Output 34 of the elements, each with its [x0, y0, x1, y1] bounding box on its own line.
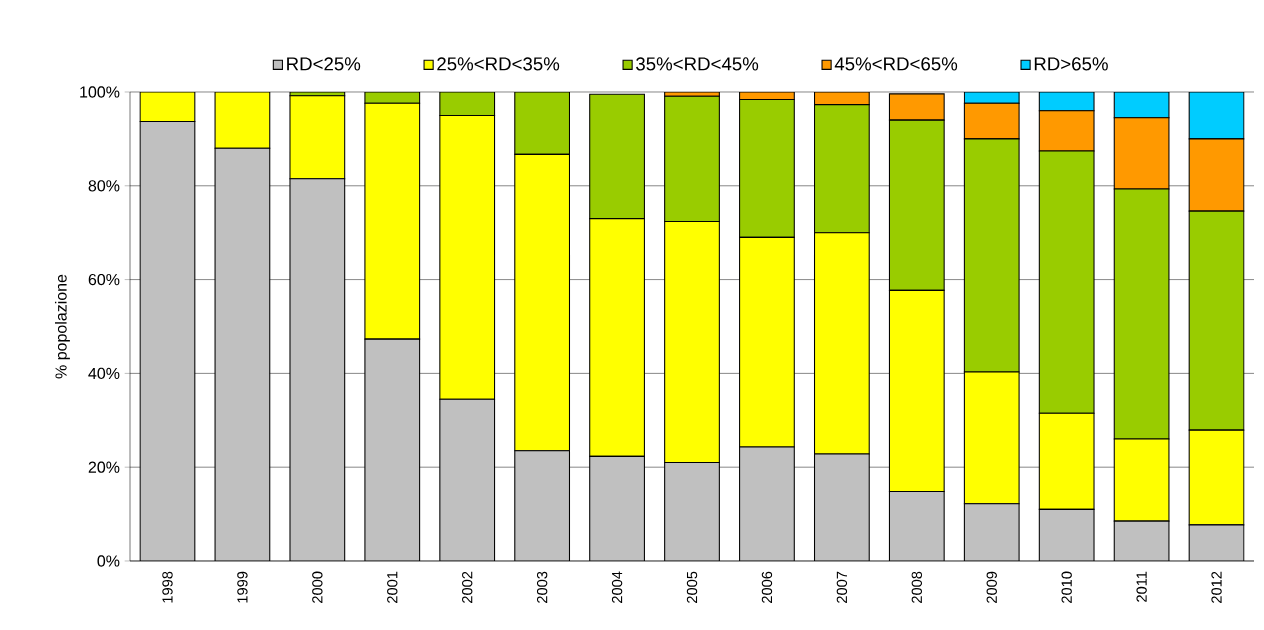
y-tick-label: 40%: [88, 367, 120, 380]
y-tick-label: 100%: [80, 86, 120, 98]
x-tick-label: 2009: [986, 571, 997, 603]
x-tick-label: 2007: [836, 571, 848, 603]
x-tick-label: 2012: [1211, 571, 1222, 603]
y-tick-label: 20%: [88, 461, 120, 473]
x-tick-label: 2004: [611, 571, 623, 603]
legend-label: 35%<RD<45%: [636, 57, 759, 71]
bar: [1038, 110, 1095, 152]
y-axis-title: % popolazione: [54, 274, 70, 379]
y-tick-label: 80%: [88, 180, 120, 192]
bar: [1188, 91, 1245, 140]
y-tick-label: 0%: [97, 555, 120, 567]
x-tick-label: 2002: [462, 571, 473, 603]
x-tick-label: 2010: [1061, 571, 1072, 603]
y-tick-label: 60%: [88, 273, 120, 286]
x-tick-label: 2006: [761, 571, 773, 603]
x-tick-label: 2005: [686, 571, 698, 603]
legend-label: RD<25%: [287, 57, 361, 71]
x-tick-label: 2000: [312, 571, 323, 603]
x-tick-label: 2011: [1136, 571, 1147, 602]
bar: [1188, 138, 1245, 212]
x-tick-label: 1999: [237, 571, 248, 603]
legend-label: 45%<RD<65%: [834, 57, 958, 71]
x-tick-label: 2001: [387, 571, 398, 603]
legend-label: RD>65%: [1034, 57, 1108, 71]
x-tick-label: 1998: [162, 571, 173, 603]
x-tick-label: 2008: [911, 571, 922, 603]
x-tick-label: 2003: [536, 571, 548, 603]
bar: [963, 102, 1020, 140]
bar: [888, 93, 945, 121]
legend-label: 25%<RD<35%: [437, 57, 560, 71]
bar: [1113, 91, 1170, 119]
bar: [1113, 117, 1170, 190]
